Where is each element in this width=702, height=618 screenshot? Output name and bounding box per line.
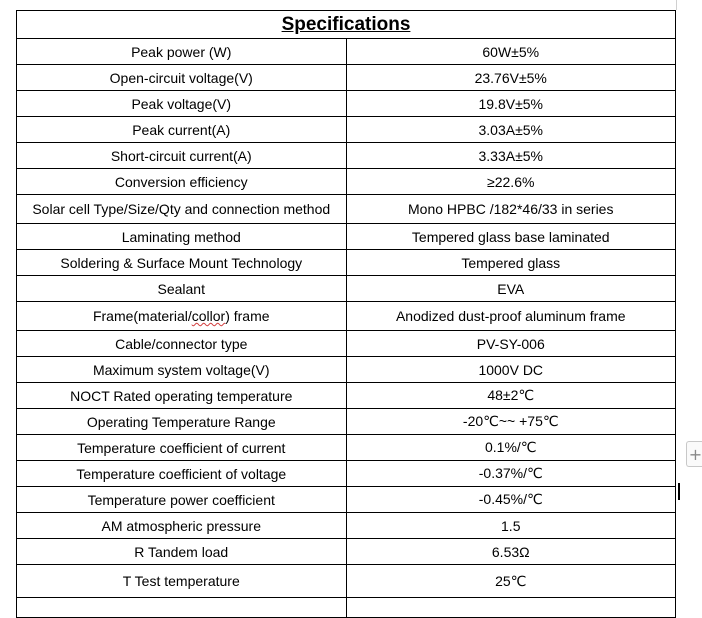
label-text: ) frame xyxy=(225,308,270,324)
table-row: Solar cell Type/Size/Qty and connection … xyxy=(16,194,676,224)
spec-value[interactable]: 3.03A±5% xyxy=(345,116,676,143)
title-row: Specifications xyxy=(16,10,676,39)
spec-label[interactable]: R Tandem load xyxy=(16,538,347,565)
spec-value[interactable]: -0.37%/℃ xyxy=(345,460,676,487)
spec-label[interactable]: Soldering & Surface Mount Technology xyxy=(16,249,347,276)
specifications-table: Specifications Peak power (W) 60W±5% Ope… xyxy=(16,10,676,618)
spec-value[interactable]: -0.45%/℃ xyxy=(345,486,676,513)
table-row: Conversion efficiency ≥22.6% xyxy=(16,168,676,195)
spec-value[interactable]: 48±2℃ xyxy=(345,382,676,409)
spec-label[interactable]: Peak voltage(V) xyxy=(16,90,347,117)
spec-label[interactable]: Short-circuit current(A) xyxy=(16,142,347,169)
spec-value[interactable] xyxy=(345,597,676,618)
spec-label-frame[interactable]: Frame(material/collor) frame xyxy=(16,301,347,331)
spec-label[interactable] xyxy=(16,597,347,618)
spec-label[interactable]: AM atmospheric pressure xyxy=(16,512,347,539)
spec-label[interactable]: Operating Temperature Range xyxy=(16,408,347,435)
spec-value[interactable]: 1.5 xyxy=(345,512,676,539)
spec-value[interactable]: Tempered glass xyxy=(345,249,676,276)
spec-label[interactable]: NOCT Rated operating temperature xyxy=(16,382,347,409)
table-row: T Test temperature 25℃ xyxy=(16,564,676,598)
spec-label[interactable]: Sealant xyxy=(16,275,347,302)
table-title[interactable]: Specifications xyxy=(16,10,676,39)
text-cursor xyxy=(678,483,680,500)
table-row: Peak voltage(V) 19.8V±5% xyxy=(16,90,676,117)
spec-value[interactable]: 0.1%/℃ xyxy=(345,434,676,461)
table-row: Temperature power coefficient -0.45%/℃ xyxy=(16,486,676,513)
table-row-empty xyxy=(16,597,676,618)
table-row: Peak power (W) 60W±5% xyxy=(16,38,676,65)
table-row: Sealant EVA xyxy=(16,275,676,302)
spellcheck-flagged-word[interactable]: collor xyxy=(191,308,226,324)
table-row: Temperature coefficient of voltage -0.37… xyxy=(16,460,676,487)
spec-value[interactable]: PV-SY-006 xyxy=(345,330,676,357)
spec-label[interactable]: Temperature coefficient of voltage xyxy=(16,460,347,487)
spec-label[interactable]: Temperature power coefficient xyxy=(16,486,347,513)
table-row: Peak current(A) 3.03A±5% xyxy=(16,116,676,143)
spec-label[interactable]: Cable/connector type xyxy=(16,330,347,357)
spec-label[interactable]: Peak current(A) xyxy=(16,116,347,143)
spec-label[interactable]: Open-circuit voltage(V) xyxy=(16,64,347,91)
table-row: Soldering & Surface Mount Technology Tem… xyxy=(16,249,676,276)
add-column-button[interactable]: + xyxy=(686,441,702,467)
spec-value[interactable]: -20℃~~ +75℃ xyxy=(345,408,676,435)
spec-label[interactable]: Solar cell Type/Size/Qty and connection … xyxy=(16,194,347,224)
plus-icon: + xyxy=(688,445,702,464)
table-row: R Tandem load 6.53Ω xyxy=(16,538,676,565)
table-row: Laminating method Tempered glass base la… xyxy=(16,223,676,250)
spec-value[interactable]: Anodized dust-proof aluminum frame xyxy=(345,301,676,331)
spec-value[interactable]: ≥22.6% xyxy=(345,168,676,195)
table-row: Frame(material/collor) frame Anodized du… xyxy=(16,301,676,331)
spec-value[interactable]: EVA xyxy=(345,275,676,302)
table-row: Open-circuit voltage(V) 23.76V±5% xyxy=(16,64,676,91)
spec-value[interactable]: Tempered glass base laminated xyxy=(345,223,676,250)
page-edge-line xyxy=(676,0,677,10)
spec-value[interactable]: 25℃ xyxy=(345,564,676,598)
table-row: Operating Temperature Range -20℃~~ +75℃ xyxy=(16,408,676,435)
spec-label[interactable]: T Test temperature xyxy=(16,564,347,598)
table-row: Maximum system voltage(V) 1000V DC xyxy=(16,356,676,383)
spec-value[interactable]: 6.53Ω xyxy=(345,538,676,565)
table-row: Temperature coefficient of current 0.1%/… xyxy=(16,434,676,461)
spec-value[interactable]: 3.33A±5% xyxy=(345,142,676,169)
spec-label[interactable]: Temperature coefficient of current xyxy=(16,434,347,461)
table-row: Cable/connector type PV-SY-006 xyxy=(16,330,676,357)
spec-label[interactable]: Peak power (W) xyxy=(16,38,347,65)
table-row: NOCT Rated operating temperature 48±2℃ xyxy=(16,382,676,409)
spec-value[interactable]: 23.76V±5% xyxy=(345,64,676,91)
spec-label[interactable]: Conversion efficiency xyxy=(16,168,347,195)
spec-label[interactable]: Maximum system voltage(V) xyxy=(16,356,347,383)
spec-value[interactable]: Mono HPBC /182*46/33 in series xyxy=(345,194,676,224)
spec-value[interactable]: 60W±5% xyxy=(345,38,676,65)
spec-value[interactable]: 1000V DC xyxy=(345,356,676,383)
spec-value[interactable]: 19.8V±5% xyxy=(345,90,676,117)
spec-label[interactable]: Laminating method xyxy=(16,223,347,250)
table-row: AM atmospheric pressure 1.5 xyxy=(16,512,676,539)
label-text: Frame(material/ xyxy=(92,308,192,324)
table-row: Short-circuit current(A) 3.33A±5% xyxy=(16,142,676,169)
